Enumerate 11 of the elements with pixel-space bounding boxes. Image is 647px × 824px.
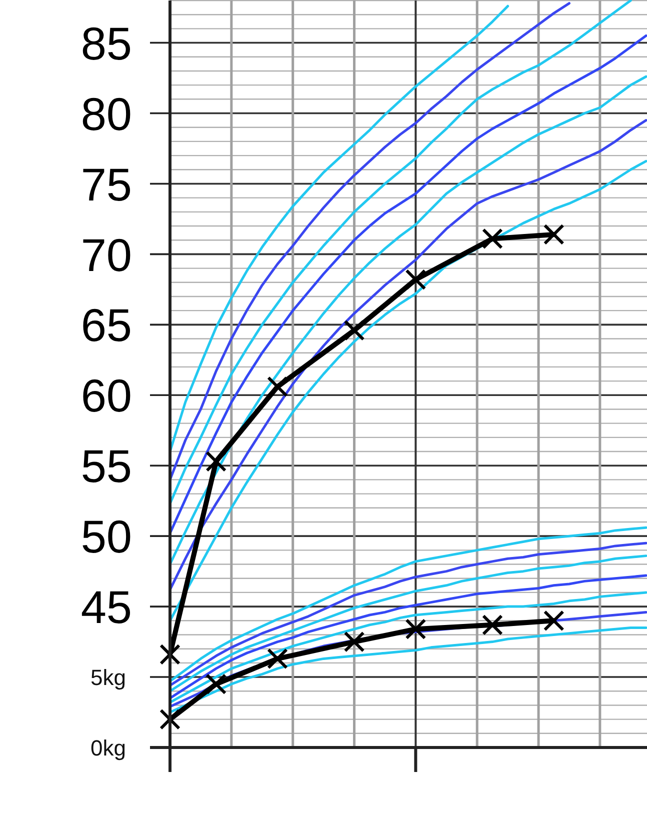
y-tick-label: 60 bbox=[80, 370, 132, 422]
y-tick-label: 55 bbox=[80, 440, 132, 492]
y-tick-label: 80 bbox=[80, 88, 132, 140]
y-tick-label: 70 bbox=[80, 228, 132, 281]
y-tick-label: 85 bbox=[80, 17, 132, 70]
y-tick-label: 75 bbox=[80, 158, 132, 210]
y-tick-label: 65 bbox=[80, 299, 132, 352]
y-tick-label: 50 bbox=[80, 510, 132, 563]
y-tick-label: 45 bbox=[80, 581, 132, 634]
y2-tick-label: 5kg bbox=[90, 664, 126, 690]
y2-tick-label: 0kg bbox=[90, 735, 126, 760]
